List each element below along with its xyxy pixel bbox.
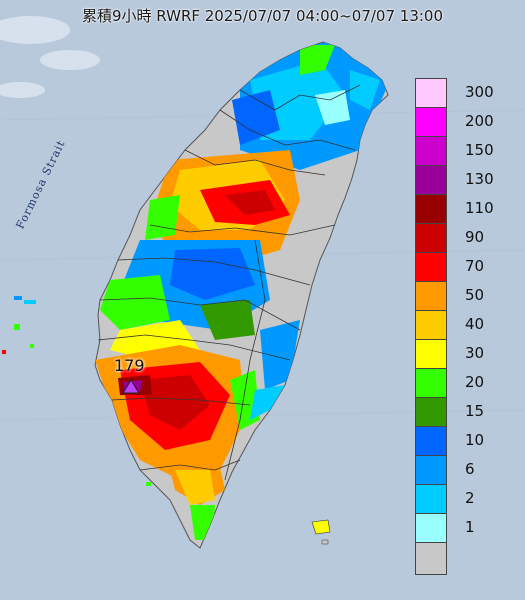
legend-label: 90 <box>465 228 485 246</box>
legend-swatch <box>415 281 447 314</box>
legend-swatch <box>415 542 447 575</box>
legend-label: 150 <box>465 141 494 159</box>
max-rainfall-marker <box>122 379 140 394</box>
legend-label: 40 <box>465 315 485 333</box>
legend-label: 30 <box>465 344 485 362</box>
legend-swatch <box>415 484 447 517</box>
legend-label: 2 <box>465 489 475 507</box>
legend-label: 70 <box>465 257 485 275</box>
legend-swatch <box>415 252 447 285</box>
map-title: 累積9小時 RWRF 2025/07/07 04:00~07/07 13:00 <box>81 7 444 25</box>
legend-swatch <box>415 397 447 430</box>
legend-label: 20 <box>465 373 485 391</box>
legend-label: 200 <box>465 112 494 130</box>
rainfall-legend: 300 200 150 130 110 90 70 50 40 30 20 15 10 6 2 1 <box>415 78 520 575</box>
legend-label: 1 <box>465 518 475 536</box>
legend-label: 110 <box>465 199 494 217</box>
legend-swatch <box>415 513 447 546</box>
legend-label: 15 <box>465 402 485 420</box>
taiwan-island <box>94 41 389 549</box>
legend-label: 50 <box>465 286 485 304</box>
max-rainfall-label: 179 <box>114 356 145 375</box>
legend-swatch <box>415 78 447 111</box>
county-boundaries <box>97 84 361 481</box>
legend-label: 300 <box>465 83 494 101</box>
legend-label: 6 <box>465 460 475 478</box>
legend-label: 10 <box>465 431 485 449</box>
legend-swatch <box>415 455 447 488</box>
legend-swatch <box>415 368 447 401</box>
offshore-islands <box>2 296 331 545</box>
legend-swatch <box>415 339 447 372</box>
legend-label: 130 <box>465 170 494 188</box>
cloud-patches <box>0 16 100 98</box>
rainfall-field <box>95 42 388 540</box>
